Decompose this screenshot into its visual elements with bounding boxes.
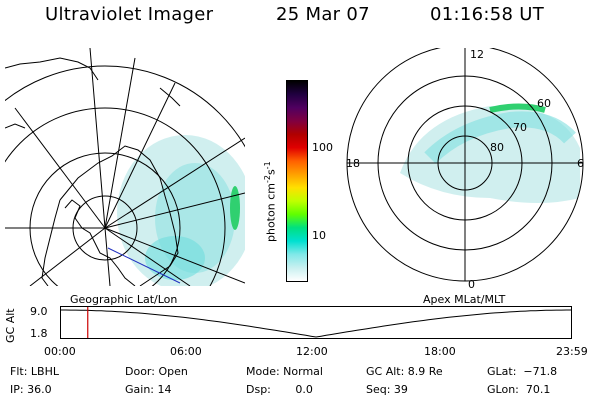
mode-readout: Mode: Normal bbox=[246, 365, 323, 378]
timeline-tick-1200: 12:00 bbox=[296, 345, 328, 358]
colorbar-tick-10: 10 bbox=[312, 229, 326, 242]
gain-readout: Gain: 14 bbox=[125, 383, 172, 396]
timeline-plot bbox=[60, 306, 572, 339]
timeline-tick-0600: 06:00 bbox=[170, 345, 202, 358]
gc-alt-readout: GC Alt: 8.9 Re bbox=[366, 365, 443, 378]
date-readout: 25 Mar 07 bbox=[276, 4, 370, 25]
door-readout: Door: Open bbox=[125, 365, 188, 378]
colorbar bbox=[286, 80, 308, 282]
glon-readout: GLon: 70.1 bbox=[487, 383, 551, 396]
mlt-label-0: 0 bbox=[468, 278, 475, 291]
timeline-tick-0000: 00:00 bbox=[44, 345, 76, 358]
aurora-band bbox=[424, 111, 576, 164]
aurora-oval bbox=[400, 105, 580, 203]
app-title: Ultraviolet Imager bbox=[45, 4, 214, 25]
aurora-edge bbox=[230, 186, 240, 230]
geographic-panel-label: Geographic Lat/Lon bbox=[70, 293, 178, 306]
antarctica-outline bbox=[41, 145, 179, 286]
timeline-ymax: 9.0 bbox=[30, 305, 48, 318]
polar-grid bbox=[346, 48, 584, 282]
apex-panel-label: Apex MLat/MLT bbox=[423, 293, 506, 306]
time-readout: 01:16:58 UT bbox=[430, 4, 545, 25]
mlt-label-18: 18 bbox=[346, 157, 360, 170]
coast-south-america bbox=[5, 57, 181, 129]
glat-readout: GLat: −71.8 bbox=[487, 365, 558, 378]
colorbar-unit-label: photon cm-2s-1 bbox=[263, 161, 278, 242]
altitude-curve bbox=[60, 309, 572, 338]
lat-label-60: 60 bbox=[537, 97, 551, 110]
aurora-bright-arc bbox=[489, 103, 546, 113]
timeline-ymin: 1.8 bbox=[30, 327, 48, 340]
dsp-readout: Dsp: 0.0 bbox=[246, 383, 313, 396]
colorbar-tick-100: 100 bbox=[312, 141, 333, 154]
timeline-ylabel: GC Alt bbox=[4, 308, 17, 343]
geographic-map bbox=[5, 47, 245, 286]
seq-readout: Seq: 39 bbox=[366, 383, 408, 396]
colorbar-gradient bbox=[287, 81, 307, 281]
filter-readout: Flt: LBHL bbox=[10, 365, 59, 378]
lat-label-80: 80 bbox=[490, 141, 504, 154]
satellite-track bbox=[107, 247, 181, 284]
lat-label-70: 70 bbox=[513, 121, 527, 134]
mlt-label-6: 6 bbox=[577, 157, 584, 170]
timeline-tick-2359: 23:59 bbox=[556, 345, 588, 358]
timeline-frame bbox=[60, 306, 572, 339]
ip-readout: IP: 36.0 bbox=[10, 383, 52, 396]
timeline-tick-1800: 18:00 bbox=[424, 345, 456, 358]
mlt-label-12: 12 bbox=[470, 48, 484, 61]
apex-polar-plot bbox=[346, 48, 584, 282]
